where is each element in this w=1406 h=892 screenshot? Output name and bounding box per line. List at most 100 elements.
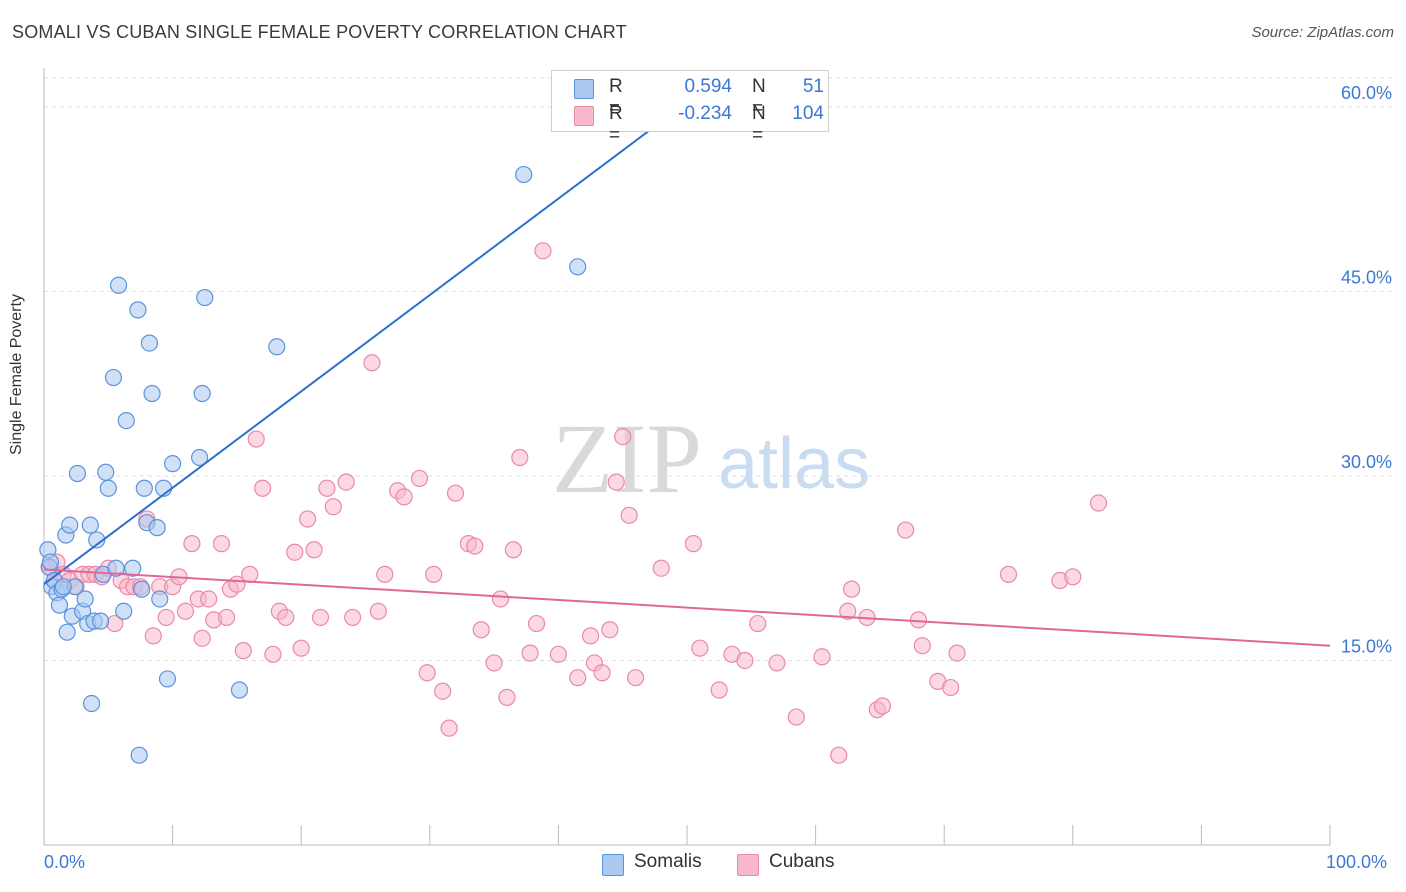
cubans-data-point [305, 541, 323, 559]
cubans-data-point [200, 590, 218, 608]
cubans-data-point [337, 473, 355, 491]
somalis-data-point [58, 623, 76, 641]
cubans-data-point [376, 565, 394, 583]
r-label: R = [609, 76, 623, 119]
cubans-data-point [999, 565, 1018, 583]
cubans-swatch [574, 106, 594, 126]
somalis-data-point [148, 519, 166, 537]
cubans-data-point [363, 354, 381, 372]
cubans-data-point [909, 611, 928, 629]
somalis-data-point [109, 276, 128, 294]
somalis-data-point [164, 455, 182, 473]
cubans-data-point [710, 681, 728, 699]
somalis-data-point [115, 602, 133, 620]
cubans-data-point [691, 639, 709, 657]
n-label: N = [752, 103, 766, 146]
cubans-data-point [344, 608, 362, 627]
cubans-data-point [434, 682, 452, 700]
y-axis-label: Single Female Poverty [8, 294, 25, 455]
trend-lines [43, 124, 1331, 647]
somalis-data-point [76, 590, 94, 608]
somalis-swatch [574, 79, 594, 99]
cubans-data-point [948, 644, 966, 662]
cubans-data-point [440, 719, 458, 737]
cubans-data-point [873, 697, 892, 715]
somalis-data-point [135, 479, 153, 497]
cubans-data-point [311, 608, 330, 627]
somalis-data-point [515, 165, 533, 184]
cubans-data-point [593, 664, 611, 682]
cubans-data-point [277, 608, 295, 627]
cubans-data-point [264, 645, 282, 663]
cubans-data-point [418, 664, 436, 682]
somalis-data-point [50, 596, 69, 614]
cubans-data-point [626, 669, 645, 687]
somalis-data-point [41, 553, 60, 571]
source-credit: Source: ZipAtlas.com [1251, 24, 1394, 41]
n-value: 104 [792, 103, 824, 124]
cubans-data-point [839, 602, 857, 620]
cubans-data-point [212, 535, 231, 553]
y-tick-label: 15.0% [1341, 636, 1392, 656]
y-tick-labels: 15.0% 30.0% 45.0% 60.0% [1341, 83, 1392, 657]
somalis-data-point [191, 448, 209, 467]
somalis-data-point [82, 694, 101, 713]
somalis-data-point [117, 411, 135, 430]
cubans-data-point [620, 506, 638, 524]
cubans-data-point [527, 614, 546, 633]
cubans-data-point [897, 521, 915, 539]
cubans-data-point [569, 669, 587, 687]
cubans-data-point [830, 746, 848, 764]
cubans-data-point [247, 430, 265, 448]
somalis-data-point [143, 384, 161, 403]
y-tick-label: 30.0% [1341, 452, 1392, 472]
cubans-data-point [684, 535, 703, 553]
series-somalis-points [39, 165, 587, 764]
cubans-data-point [446, 484, 465, 502]
somalis-data-point [97, 463, 115, 481]
somalis-data-point [140, 334, 159, 352]
cubans-data-point [749, 614, 767, 633]
cubans-trend-line [43, 568, 1331, 647]
x-tick-label-min: 0.0% [44, 852, 86, 872]
somalis-data-point [54, 578, 72, 596]
somalis-data-point [104, 368, 123, 387]
somalis-data-point [81, 516, 99, 534]
cubans-data-point [176, 602, 195, 620]
somalis-data-point [99, 479, 117, 497]
r-label: R = [609, 103, 623, 146]
cubans-data-point [942, 678, 960, 697]
cubans-data-point [504, 541, 522, 559]
cubans-data-point [1089, 494, 1108, 512]
somalis-data-point [133, 580, 151, 598]
r-value: -0.234 [678, 103, 732, 124]
cubans-data-point [292, 639, 310, 657]
cubans-data-point [254, 479, 272, 497]
x-tick-label-max: 100.0% [1326, 852, 1388, 872]
somalis-data-point [68, 464, 87, 483]
somalis-legend-swatch [602, 854, 624, 876]
cubans-data-point [183, 535, 201, 553]
somalis-trend-line [43, 124, 657, 586]
somalis-data-point [107, 559, 125, 577]
somalis-data-point [193, 384, 211, 403]
cubans-data-point [601, 621, 619, 639]
cubans-data-point [1064, 568, 1082, 586]
cubans-data-point [813, 648, 831, 666]
cubans-data-point [466, 537, 484, 555]
chart-title: SOMALI VS CUBAN SINGLE FEMALE POVERTY CO… [12, 22, 627, 42]
cubans-legend-label: Cubans [769, 851, 835, 872]
cubans-data-point [549, 645, 568, 663]
cubans-data-point [534, 242, 552, 260]
cubans-data-point [736, 651, 754, 670]
cubans-data-point [607, 473, 625, 491]
watermark-zip: ZIP [552, 403, 702, 514]
cubans-data-point [521, 644, 539, 662]
somalis-data-point [151, 590, 169, 608]
somalis-data-point [129, 301, 147, 319]
cubans-data-point [299, 510, 317, 528]
cubans-data-point [472, 621, 490, 639]
cubans-data-point [324, 498, 342, 516]
cubans-data-point [425, 565, 443, 583]
